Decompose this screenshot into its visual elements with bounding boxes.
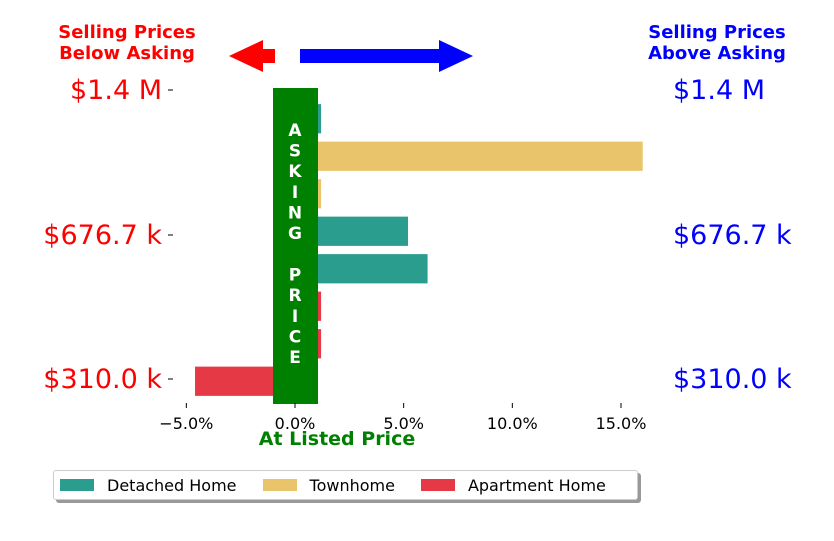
asking-price-letter: R: [288, 286, 301, 306]
y-tick-label-right: $676.7 k: [673, 220, 792, 251]
legend-swatch: [60, 479, 94, 491]
x-tick-label: 10.0%: [487, 414, 538, 433]
header-above-asking: Above Asking: [648, 43, 786, 64]
asking-price-band: [273, 88, 318, 404]
asking-price-letter: G: [288, 224, 302, 244]
header-above-asking: Selling Prices: [648, 22, 785, 43]
asking-price-letter: P: [289, 266, 301, 286]
arrow-right-icon: [300, 40, 473, 72]
asking-price-letter: I: [292, 307, 298, 327]
asking-price-letter: N: [288, 203, 302, 223]
y-tick-label-left: $676.7 k: [43, 220, 162, 251]
asking-price-letter: K: [288, 162, 302, 182]
x-tick-label: −5.0%: [159, 414, 213, 433]
asking-price-letter: C: [289, 327, 301, 347]
x-tick-label: 15.0%: [596, 414, 647, 433]
bar-townhome-1: [295, 141, 643, 171]
y-tick-label-right: $1.4 M: [673, 75, 765, 106]
arrow-left-icon: [229, 40, 275, 72]
legend-label: Detached Home: [107, 475, 237, 495]
x-tick-label: 5.0%: [383, 414, 424, 433]
legend: Detached Home Townhome Apartment Home: [53, 470, 638, 500]
asking-price-letter: I: [292, 183, 298, 203]
bars-layer: [195, 88, 643, 404]
x-axis: −5.0% 0.0% 5.0% 10.0% 15.0%: [159, 403, 646, 433]
x-axis-label: At Listed Price: [259, 428, 415, 450]
legend-item: Townhome: [262, 475, 395, 495]
asking-price-letter: A: [288, 121, 302, 141]
y-tick-label-left: $1.4 M: [70, 75, 162, 106]
legend-label: Townhome: [309, 475, 395, 495]
legend-swatch: [420, 479, 455, 491]
legend-item: Apartment Home: [420, 475, 606, 495]
header-below-asking: Selling Prices: [58, 22, 195, 43]
asking-price-letter: E: [289, 348, 301, 368]
y-tick-label-left: $310.0 k: [43, 364, 162, 395]
asking-price-letter: S: [289, 142, 301, 162]
y-tick-label-right: $310.0 k: [673, 364, 792, 395]
legend-item: Detached Home: [60, 476, 237, 495]
legend-swatch: [262, 479, 297, 491]
x-tick-label: 0.0%: [275, 414, 316, 433]
legend-label: Apartment Home: [467, 475, 606, 495]
header-below-asking: Below Asking: [59, 43, 195, 64]
